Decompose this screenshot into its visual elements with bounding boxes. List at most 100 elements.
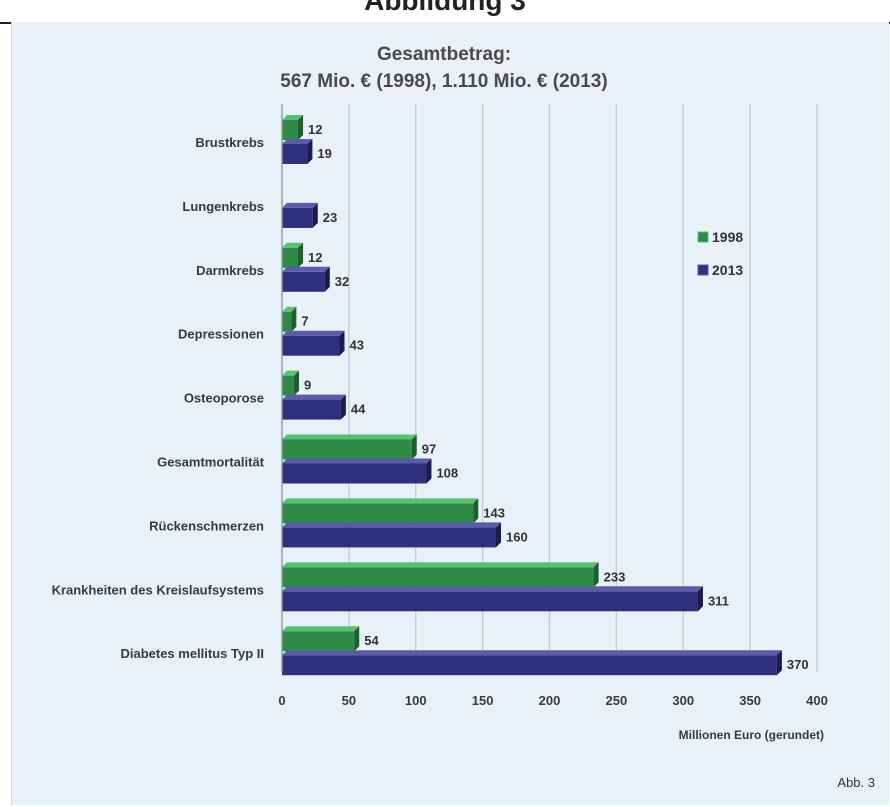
x-tick-label-0: 0 <box>278 693 285 708</box>
bar-face <box>282 591 698 612</box>
bar-2013-3 <box>282 330 345 356</box>
bar-face <box>282 463 427 484</box>
category-label-4: Osteoporose <box>184 391 264 406</box>
chart-panel: 12 19 23 12 32 7 43 9 44 97 108 143 160 233 311 54 370 0… <box>11 22 889 805</box>
bar-face <box>282 527 496 548</box>
bar-end <box>411 434 417 460</box>
bar-top <box>282 115 304 120</box>
bar-2013-6 <box>282 522 501 548</box>
bar-top <box>282 202 318 208</box>
bar-end <box>298 242 304 268</box>
value-label-1998-5: 97 <box>422 442 436 457</box>
category-labels: Brustkrebs Lungenkrebs Darmkrebs Depression… <box>52 135 265 661</box>
bar-2013-4 <box>282 394 346 420</box>
category-label-8: Diabetes mellitus Typ II <box>120 646 264 661</box>
bar-top <box>282 562 599 568</box>
bar-end <box>298 115 304 140</box>
category-label-6: Rückenschmerzen <box>149 518 264 533</box>
bar-1998-2 <box>282 242 304 268</box>
value-label-1998-6: 143 <box>483 505 505 520</box>
value-label-2013-1: 23 <box>323 210 337 225</box>
value-label-2013-7: 311 <box>708 593 729 608</box>
bar-end <box>340 394 346 420</box>
value-label-1998-4: 9 <box>304 378 311 393</box>
value-label-2013-5: 108 <box>436 466 458 481</box>
bar-face <box>282 439 412 460</box>
x-tick-label-400: 400 <box>806 693 828 708</box>
bar-face <box>282 120 299 140</box>
x-tick-label-150: 150 <box>472 693 494 708</box>
bar-end <box>776 650 782 676</box>
x-axis-label: Millionen Euro (gerundet) <box>679 728 824 742</box>
x-tick-label-250: 250 <box>606 693 628 708</box>
bar-end <box>697 586 703 612</box>
bar-2013-5 <box>282 458 432 484</box>
bar-1998-8 <box>282 626 360 652</box>
bar-end <box>354 626 360 652</box>
bar-end <box>312 202 318 228</box>
bar-top <box>282 498 479 504</box>
gridlines <box>281 104 818 672</box>
bar-1998-7 <box>282 562 599 588</box>
bar-top <box>282 394 346 400</box>
x-tick-label-50: 50 <box>342 693 356 708</box>
bar-end <box>426 458 432 484</box>
value-label-2013-0: 19 <box>317 146 331 161</box>
bar-end <box>307 139 313 164</box>
bar-face <box>282 335 340 356</box>
category-label-7: Krankheiten des Kreislaufsystems <box>52 582 264 597</box>
bar-end <box>473 498 479 524</box>
legend-swatch-1998 <box>697 231 709 243</box>
value-label-2013-8: 370 <box>787 657 809 672</box>
bar-face <box>282 144 308 164</box>
top-strip: Abbildung 3 <box>0 0 890 24</box>
x-tick-label-350: 350 <box>739 693 761 708</box>
legend-label-1998: 1998 <box>712 229 743 245</box>
bar-2013-1 <box>282 202 318 228</box>
legend-label-2013: 2013 <box>712 262 743 278</box>
x-tick-label-300: 300 <box>672 693 694 708</box>
bar-face <box>282 247 299 268</box>
bar-2013-7 <box>282 586 703 612</box>
bar-top <box>282 306 297 312</box>
bar-top <box>282 330 345 336</box>
chart-subtitle: 567 Mio. € (1998), 1.110 Mio. € (2013) <box>280 71 607 92</box>
bar-end <box>294 370 300 396</box>
bar-1998-4 <box>282 370 300 396</box>
category-label-5: Gesamtmortalität <box>157 455 265 470</box>
value-label-2013-4: 44 <box>351 402 366 417</box>
value-label-1998-0: 12 <box>308 122 322 137</box>
bar-end <box>291 306 297 332</box>
bar-face <box>282 567 594 588</box>
bar-top <box>282 266 330 272</box>
x-tick-label-200: 200 <box>539 693 561 708</box>
bar-face <box>282 655 777 676</box>
bar-1998-0 <box>282 115 304 140</box>
category-label-3: Depressionen <box>178 327 264 342</box>
value-label-1998-3: 7 <box>301 314 308 329</box>
bar-top <box>282 139 313 144</box>
value-label-1998-8: 54 <box>364 633 379 648</box>
bar-top <box>282 626 360 632</box>
bar-face <box>282 311 292 332</box>
bar-top <box>282 242 304 248</box>
bar-face <box>282 375 295 396</box>
value-label-1998-2: 12 <box>308 250 322 265</box>
figure-note: Abb. 3 <box>837 775 875 790</box>
category-label-0: Brustkrebs <box>195 135 264 150</box>
value-label-2013-2: 32 <box>335 274 349 289</box>
legend: 1998 2013 <box>697 229 743 278</box>
bar-end <box>496 522 501 548</box>
bar-face <box>282 503 474 524</box>
bar-face <box>282 207 313 228</box>
bar-2013-2 <box>282 266 330 292</box>
bar-1998-5 <box>282 434 417 460</box>
value-label-2013-6: 160 <box>506 529 528 544</box>
bar-top <box>282 370 300 376</box>
bar-top <box>282 650 782 656</box>
bar-face <box>282 631 355 652</box>
bar-2013-0 <box>282 139 313 164</box>
bar-2013-8 <box>282 650 782 676</box>
value-label-1998-7: 233 <box>604 569 626 584</box>
